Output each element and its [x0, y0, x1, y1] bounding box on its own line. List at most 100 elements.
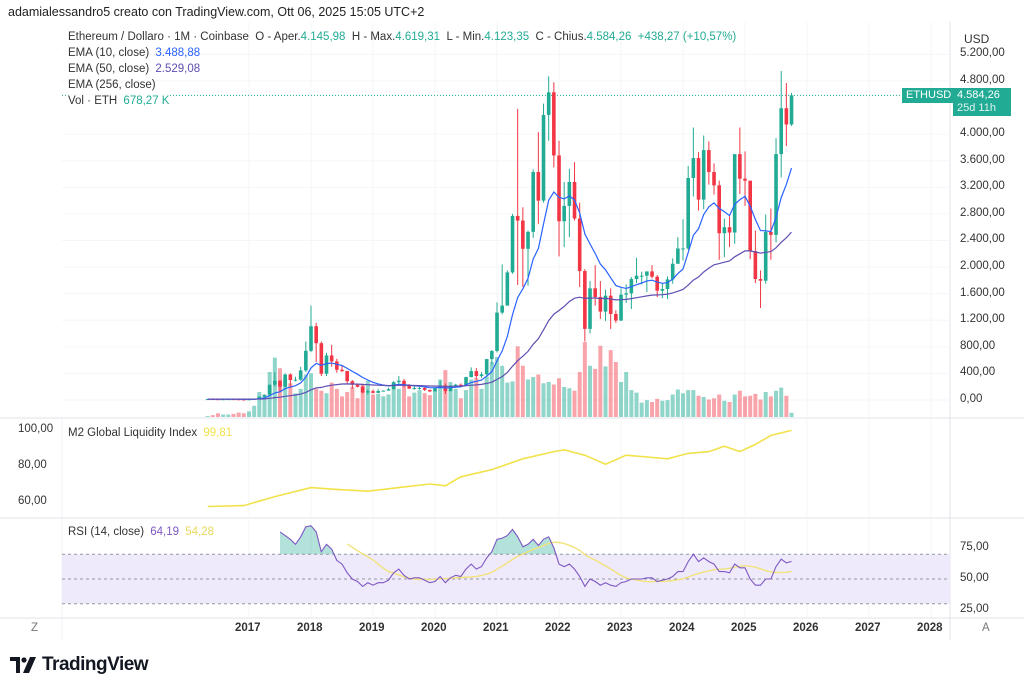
attribution-text: adamialessandro5 creato con TradingView.… — [8, 5, 425, 19]
candle-body — [484, 359, 489, 375]
candle-body — [479, 374, 484, 377]
volume-bar — [608, 350, 613, 417]
volume-bar — [526, 379, 531, 417]
candle-body — [329, 355, 334, 362]
volume-bar — [660, 400, 665, 417]
volume-bar — [681, 393, 686, 417]
currency-label[interactable]: USD — [964, 32, 990, 46]
time-tick-label: 2023 — [607, 622, 633, 634]
candle-body — [619, 294, 623, 321]
volume-bar — [453, 388, 458, 417]
candle-body — [774, 154, 778, 235]
volume-bar — [562, 387, 567, 417]
candle-body — [567, 182, 572, 206]
candle-body — [453, 384, 458, 387]
time-tick-label: 2024 — [669, 622, 695, 634]
volume-bar — [371, 394, 376, 417]
candle-body — [510, 215, 515, 273]
volume-bar — [644, 400, 649, 417]
volume-bar — [546, 382, 551, 417]
candle-body — [686, 178, 690, 249]
auto-scale-button[interactable]: A — [982, 622, 990, 634]
volume-legend[interactable]: Vol · ETH 678,27 K — [68, 95, 170, 107]
volume-bar — [283, 378, 288, 417]
m2-line — [207, 429, 792, 508]
candle-body — [546, 92, 551, 115]
rsi-tick-label: 75,00 — [960, 541, 989, 553]
candle-body — [360, 386, 365, 393]
candle-body — [753, 251, 758, 280]
tradingview-logo[interactable]: TradingView — [10, 654, 149, 676]
volume-bar — [567, 388, 572, 417]
rsi-ma-value: 54,28 — [185, 526, 215, 538]
time-tick-label: 2020 — [421, 622, 447, 634]
volume-bar — [340, 396, 345, 417]
volume-bar — [515, 346, 520, 417]
volume-bar — [557, 378, 562, 417]
symbol-name[interactable]: Ethereum / Dollaro · 1M · Coinbase — [68, 31, 249, 43]
candle-body — [639, 275, 644, 277]
candle-body — [422, 387, 427, 390]
volume-bar — [469, 379, 474, 417]
high-value: 4.619,31 — [395, 31, 441, 43]
candle-body — [381, 390, 386, 392]
candle-body — [521, 220, 525, 249]
candle-body — [412, 388, 417, 390]
rsi-legend[interactable]: RSI (14, close) 64,19 54,28 — [68, 526, 214, 538]
tradingview-logo-icon — [10, 657, 36, 673]
candle-body — [283, 374, 287, 387]
volume-bar — [624, 372, 629, 417]
volume-bar — [588, 365, 593, 417]
candle-body — [345, 371, 349, 382]
zoom-button[interactable]: Z — [31, 622, 39, 634]
volume-bar — [572, 390, 577, 417]
volume-bar — [774, 390, 779, 417]
ema-lines — [207, 167, 793, 400]
price-tick-label: 4.800,00 — [960, 73, 1005, 86]
volume-bar — [329, 382, 334, 417]
volume-bar — [582, 342, 587, 417]
time-tick-label: 2022 — [545, 622, 571, 634]
volume-bar — [495, 357, 500, 417]
candle-body — [531, 172, 535, 232]
volume-bar — [215, 413, 220, 417]
candles — [205, 71, 794, 401]
volume-bar — [231, 413, 236, 417]
time-tick-label: 2017 — [235, 622, 261, 634]
volume-bar — [319, 390, 324, 417]
volume-bar — [593, 368, 598, 417]
ema10-legend[interactable]: EMA (10, close) 3.488,88 — [68, 47, 200, 59]
candle-body — [515, 215, 520, 221]
volume-bar — [458, 398, 463, 417]
volume-bar — [257, 392, 262, 417]
price-tick-label: 3.600,00 — [960, 153, 1005, 166]
volume-bar — [779, 387, 784, 417]
m2-tick-label: 80,00 — [18, 459, 47, 471]
candle-body — [681, 248, 685, 250]
volume-bars — [205, 342, 794, 417]
rsi-label: RSI (14, close) — [68, 526, 145, 538]
volume-bar — [293, 393, 298, 417]
candle-body — [298, 370, 303, 380]
candle-body — [448, 386, 453, 392]
volume-bar — [484, 376, 489, 417]
candle-body — [402, 380, 406, 386]
m2-legend[interactable]: M2 Global Liquidity Index 99,81 — [68, 427, 232, 439]
volume-bar — [510, 381, 515, 417]
candle-body — [557, 155, 561, 222]
candle-body — [355, 384, 360, 387]
volume-bar — [412, 392, 417, 417]
ema256-legend[interactable]: EMA (256, close) — [68, 79, 156, 91]
symbol-legend: Ethereum / Dollaro · 1M · Coinbase O - A… — [68, 31, 736, 43]
volume-bar — [205, 416, 210, 417]
candle-body — [758, 279, 763, 281]
candle-body — [428, 389, 432, 392]
volume-bar — [789, 412, 794, 417]
ema50-legend[interactable]: EMA (50, close) 2.529,08 — [68, 63, 200, 75]
candle-body — [665, 279, 670, 290]
volume-bar — [422, 393, 427, 417]
candle-body — [386, 389, 391, 391]
candle-body — [779, 108, 784, 155]
rsi-value: 64,19 — [150, 526, 180, 538]
